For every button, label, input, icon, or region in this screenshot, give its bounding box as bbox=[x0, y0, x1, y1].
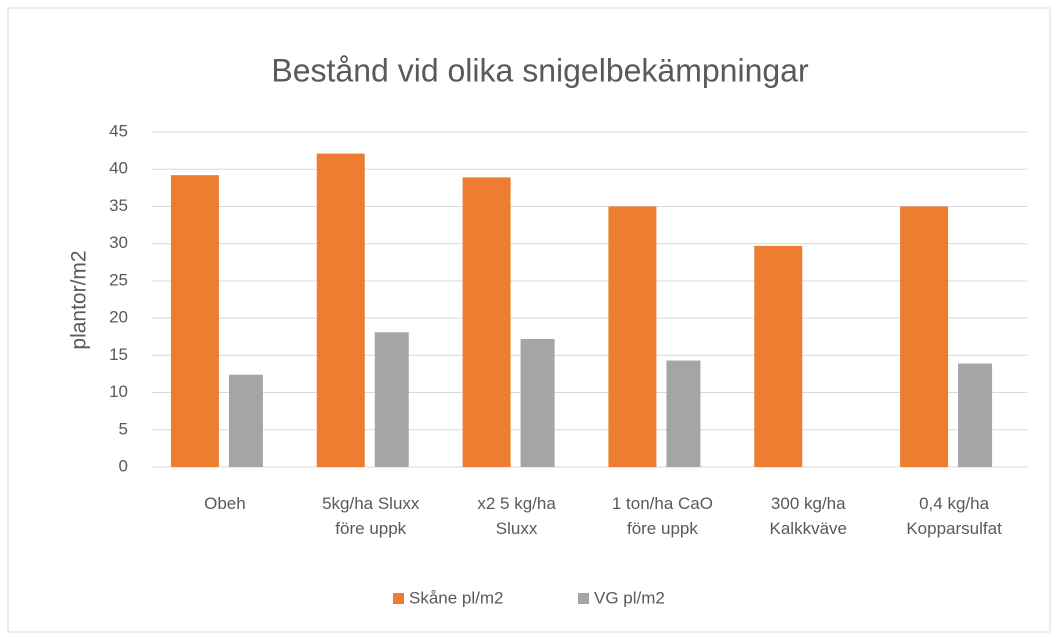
chart-title: Bestånd vid olika snigelbekämpningar bbox=[271, 52, 809, 88]
bar bbox=[374, 332, 409, 467]
x-tick-line: Sluxx bbox=[496, 519, 538, 538]
legend-label: VG pl/m2 bbox=[594, 588, 665, 607]
y-tick-label: 45 bbox=[109, 121, 128, 140]
x-tick-line: Kalkkväve bbox=[770, 519, 847, 538]
x-tick-line: 300 kg/ha bbox=[771, 494, 846, 513]
legend-swatch bbox=[393, 593, 404, 604]
x-tick-label: 300 kg/ha Kalkkväve bbox=[770, 494, 847, 538]
bar bbox=[228, 374, 263, 467]
x-tick-line: Obeh bbox=[204, 494, 246, 513]
bar bbox=[520, 338, 555, 467]
bar bbox=[316, 153, 365, 468]
bar bbox=[754, 245, 803, 467]
y-tick-label: 10 bbox=[109, 382, 128, 401]
y-tick-label: 35 bbox=[109, 196, 128, 215]
legend-swatch bbox=[578, 593, 589, 604]
x-tick-label: 1 ton/ha CaO före uppk bbox=[612, 494, 713, 538]
x-tick-label: 0,4 kg/ha Kopparsulfat bbox=[906, 494, 1002, 538]
bar bbox=[608, 206, 657, 467]
x-tick-line: 1 ton/ha CaO bbox=[612, 494, 713, 513]
x-tick-label: Obeh bbox=[204, 494, 246, 513]
y-tick-label: 5 bbox=[119, 419, 128, 438]
x-tick-line: x2 5 kg/ha bbox=[477, 494, 556, 513]
x-tick-label: 5kg/ha Sluxx före uppk bbox=[322, 494, 420, 538]
y-tick-label: 15 bbox=[109, 345, 128, 364]
y-tick-label: 40 bbox=[109, 159, 128, 178]
bar bbox=[900, 206, 949, 467]
x-tick-line: 5kg/ha Sluxx bbox=[322, 494, 420, 513]
x-tick-line: före uppk bbox=[627, 519, 698, 538]
y-tick-label: 25 bbox=[109, 270, 128, 289]
x-tick-line: Kopparsulfat bbox=[906, 519, 1002, 538]
y-tick-label: 0 bbox=[119, 456, 128, 475]
bar bbox=[462, 177, 511, 467]
bar bbox=[666, 360, 701, 467]
y-axis-title: plantor/m2 bbox=[68, 250, 91, 349]
x-tick-line: 0,4 kg/ha bbox=[919, 494, 989, 513]
y-tick-label: 20 bbox=[109, 308, 128, 327]
legend-label: Skåne pl/m2 bbox=[409, 588, 504, 607]
bar bbox=[958, 363, 993, 467]
y-tick-label: 30 bbox=[109, 233, 128, 252]
x-tick-label: x2 5 kg/ha Sluxx bbox=[477, 494, 556, 538]
x-tick-line: före uppk bbox=[335, 519, 406, 538]
bar bbox=[170, 175, 219, 467]
